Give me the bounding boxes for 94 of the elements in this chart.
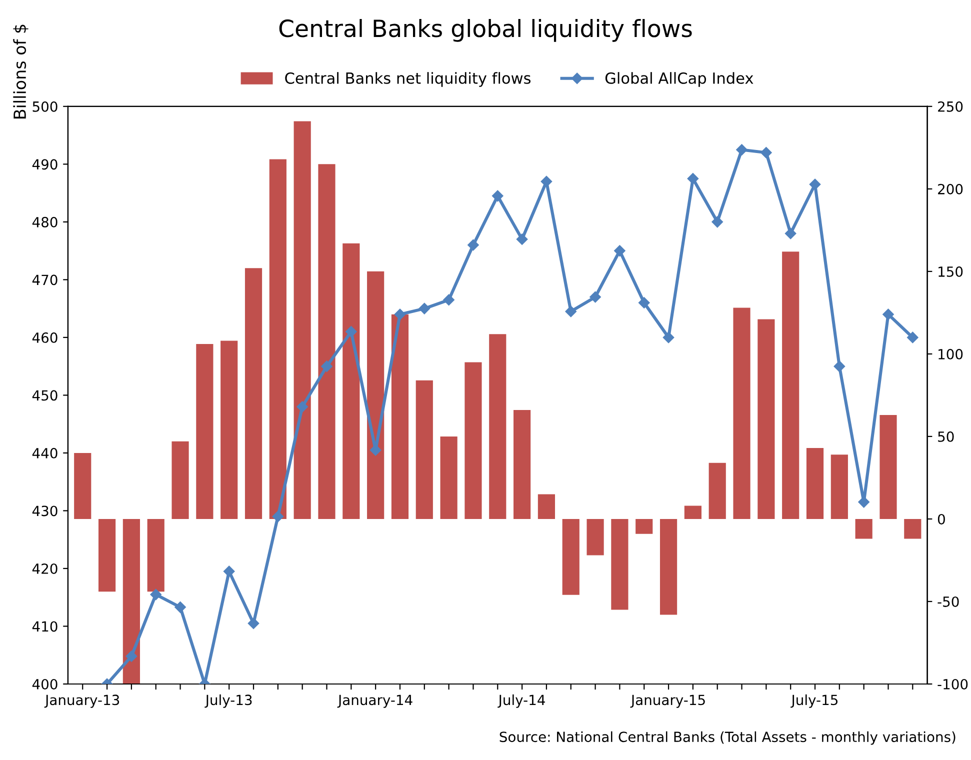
y2-tick-label: -50: [938, 596, 959, 607]
bar: [172, 441, 189, 519]
point: [614, 245, 626, 256]
point: [150, 588, 162, 600]
point: [321, 360, 332, 372]
point: [248, 618, 260, 629]
point: [516, 234, 528, 245]
bar: [684, 506, 702, 519]
point: [565, 306, 576, 318]
chart-title: Central Banks global liquidity flows: [279, 19, 692, 42]
y2-tick-label: 200: [938, 184, 963, 194]
bar: [367, 271, 384, 519]
bar: [440, 436, 458, 519]
bar: [611, 518, 628, 610]
point: [296, 401, 308, 412]
bar: [586, 518, 604, 556]
y-tick-label: 470: [32, 274, 58, 286]
bar: [733, 308, 750, 519]
bar: [904, 518, 922, 539]
bar: [464, 362, 482, 519]
point: [882, 308, 894, 320]
point: [590, 291, 601, 303]
y2-tick-label: 150: [938, 266, 963, 277]
bar: [489, 334, 506, 519]
point: [736, 144, 748, 156]
x-tick-label: January-13: [44, 694, 120, 708]
bar: [391, 314, 409, 519]
y2-tick-label: 50: [938, 431, 954, 442]
y-tick-label: 430: [32, 506, 58, 516]
point: [834, 360, 846, 372]
point: [809, 178, 821, 190]
bar: [244, 268, 262, 519]
point: [346, 326, 357, 338]
source-note: Source: National Central Banks (Total Assets - monthly variations): [500, 731, 956, 745]
bar: [416, 380, 433, 519]
point: [468, 239, 479, 251]
y2-tick-label: 0: [938, 514, 945, 524]
y-tick-label: 450: [32, 390, 58, 401]
point: [662, 332, 674, 344]
y-tick-label: 440: [32, 448, 58, 458]
y-tick-label: 410: [32, 621, 58, 632]
bar: [660, 518, 678, 615]
legend-label: Central Banks net liquidity flows: [285, 72, 531, 87]
x-tick-label: July-15: [790, 694, 838, 708]
point: [443, 294, 454, 306]
point: [174, 602, 186, 613]
bar: [514, 410, 531, 519]
bar: [708, 462, 726, 519]
y2-tick-label: -100: [938, 678, 968, 690]
bar: [74, 452, 92, 519]
bar: [782, 252, 800, 519]
legend-label: Global AllCap Index: [605, 72, 754, 87]
bar: [562, 518, 580, 595]
bar: [855, 518, 872, 539]
bar: [758, 319, 775, 519]
point: [492, 190, 504, 202]
point: [687, 172, 699, 184]
bar: [830, 454, 848, 519]
bar: [220, 340, 238, 519]
bar: [98, 518, 116, 592]
bar: [342, 243, 360, 519]
point: [394, 308, 406, 320]
point: [418, 302, 430, 314]
y2-tick-label: 250: [938, 101, 963, 112]
x-tick-label: July-13: [204, 694, 252, 708]
point: [272, 510, 284, 522]
point: [784, 228, 796, 240]
y-tick-label: 500: [32, 101, 58, 112]
y-tick-label: 420: [32, 563, 58, 574]
point: [223, 566, 235, 577]
point: [760, 147, 772, 158]
y2-tick-label: 100: [938, 348, 963, 360]
point: [907, 332, 918, 344]
point: [712, 216, 723, 228]
bar: [147, 518, 164, 592]
bar: [880, 415, 897, 519]
bar: [538, 494, 556, 519]
y-tick-label: 490: [32, 159, 58, 170]
x-tick-label: January-14: [337, 694, 412, 708]
bar: [636, 518, 653, 534]
bar: [294, 121, 311, 519]
bar: [806, 448, 824, 519]
x-tick-label: July-14: [498, 694, 545, 708]
bar: [318, 164, 336, 519]
y-axis-title: Billions of $: [13, 24, 28, 118]
x-tick-label: January-15: [630, 694, 705, 708]
y-tick-label: 460: [32, 332, 58, 343]
y-tick-label: 480: [32, 216, 58, 228]
point: [638, 297, 650, 308]
bar: [122, 518, 140, 684]
bar: [196, 344, 214, 519]
bar: [269, 159, 286, 519]
y-tick-label: 400: [32, 678, 58, 690]
point: [126, 650, 138, 662]
